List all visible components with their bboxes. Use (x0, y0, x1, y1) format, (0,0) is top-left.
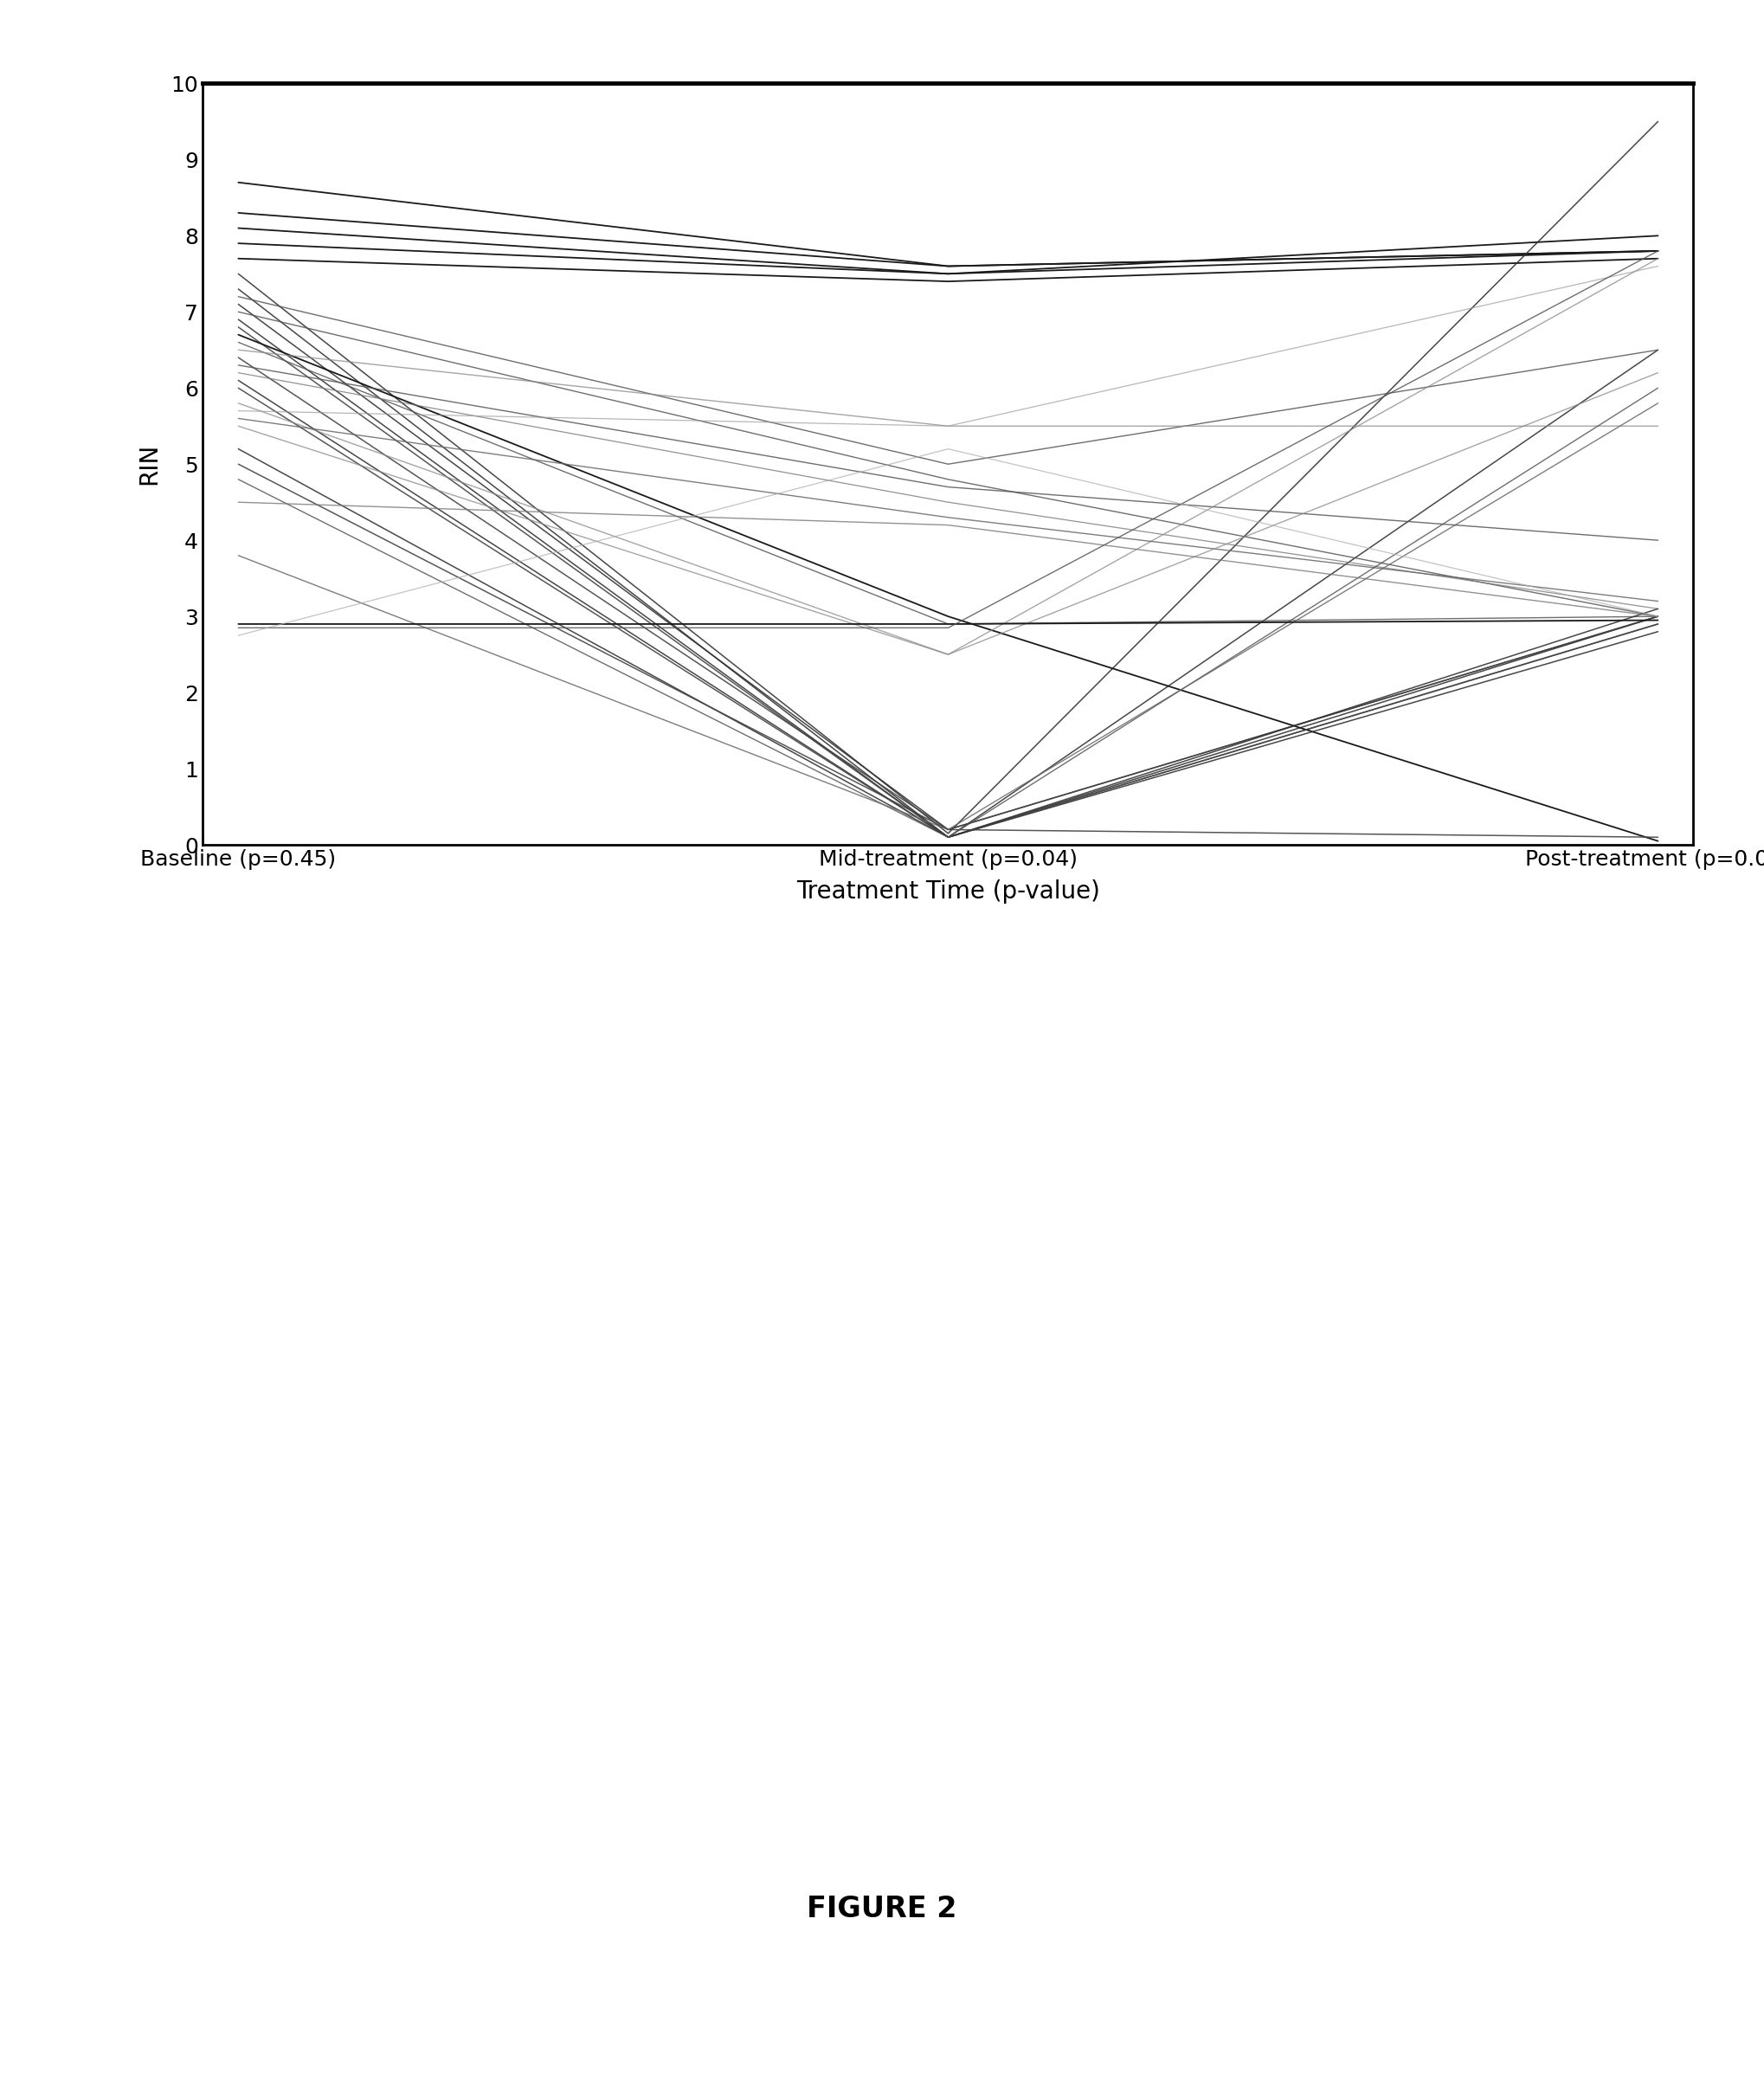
X-axis label: Treatment Time (p-value): Treatment Time (p-value) (796, 880, 1101, 903)
Text: FIGURE 2: FIGURE 2 (806, 1894, 958, 1923)
Y-axis label: RIN: RIN (138, 442, 161, 486)
